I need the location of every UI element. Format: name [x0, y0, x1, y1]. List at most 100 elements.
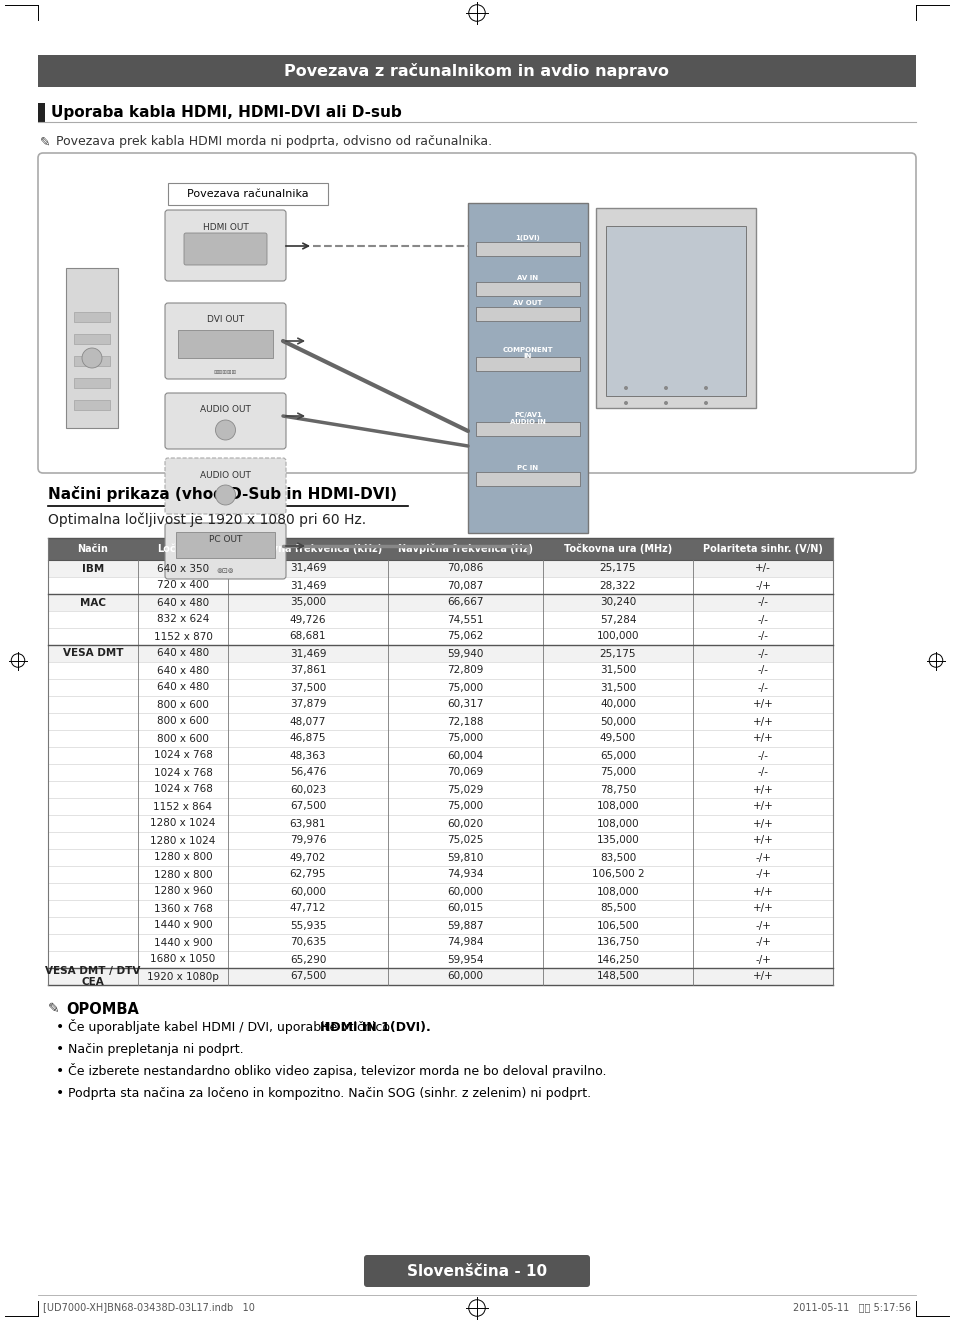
Text: 135,000: 135,000: [596, 835, 639, 845]
Text: +/+: +/+: [752, 835, 773, 845]
Text: •: •: [56, 1042, 64, 1055]
Bar: [476, 357, 579, 371]
Text: 60,000: 60,000: [290, 886, 326, 897]
Bar: [48, 798, 832, 815]
Circle shape: [623, 386, 627, 390]
Text: PC OUT: PC OUT: [209, 535, 242, 544]
Text: AV OUT: AV OUT: [513, 300, 542, 306]
Text: +/+: +/+: [752, 785, 773, 794]
Text: ✎: ✎: [48, 1003, 59, 1016]
Text: 37,500: 37,500: [290, 683, 326, 692]
Text: AUDIO OUT: AUDIO OUT: [200, 406, 251, 415]
Bar: [48, 867, 832, 882]
Text: 35,000: 35,000: [290, 597, 326, 608]
Text: 60,023: 60,023: [290, 785, 326, 794]
Text: +/-: +/-: [754, 564, 770, 573]
Bar: [48, 627, 832, 645]
Bar: [476, 242, 579, 256]
Text: PC IN: PC IN: [517, 465, 538, 472]
Text: Navpična frekvenca (Hz): Navpična frekvenca (Hz): [397, 544, 533, 555]
Text: Vodoravna frekvenca (kHz): Vodoravna frekvenca (kHz): [233, 544, 382, 553]
Text: OPOMBA: OPOMBA: [66, 1001, 139, 1016]
Text: 1920 x 1080p: 1920 x 1080p: [147, 971, 218, 982]
Text: ⊚⊡⊚: ⊚⊡⊚: [216, 568, 234, 575]
Text: 106,500: 106,500: [596, 921, 639, 930]
Text: Povezava z računalnikom in avdio napravo: Povezava z računalnikom in avdio napravo: [284, 63, 669, 79]
Text: 1680 x 1050: 1680 x 1050: [151, 955, 215, 964]
Text: 46,875: 46,875: [290, 733, 326, 744]
Text: 75,000: 75,000: [447, 802, 483, 811]
Bar: [48, 538, 832, 560]
Text: •: •: [56, 1086, 64, 1100]
Text: 75,000: 75,000: [447, 683, 483, 692]
Text: 800 x 600: 800 x 600: [157, 716, 209, 727]
Bar: [48, 731, 832, 746]
Bar: [605, 226, 745, 396]
Circle shape: [663, 386, 667, 390]
Text: 60,000: 60,000: [447, 971, 483, 982]
Text: 83,500: 83,500: [599, 852, 636, 863]
Circle shape: [663, 402, 667, 406]
Text: -/+: -/+: [754, 921, 770, 930]
Text: 75,000: 75,000: [447, 733, 483, 744]
Bar: [48, 764, 832, 781]
Text: 75,029: 75,029: [447, 785, 483, 794]
Text: 57,284: 57,284: [599, 614, 636, 625]
Text: 1360 x 768: 1360 x 768: [153, 904, 213, 914]
Bar: [48, 815, 832, 832]
Text: 37,861: 37,861: [290, 666, 326, 675]
Text: 1280 x 1024: 1280 x 1024: [151, 835, 215, 845]
Bar: [48, 832, 832, 849]
Text: 1440 x 900: 1440 x 900: [153, 921, 213, 930]
Text: -/-: -/-: [757, 750, 768, 761]
Text: -/+: -/+: [754, 955, 770, 964]
Text: 1152 x 870: 1152 x 870: [153, 631, 213, 642]
Text: 59,887: 59,887: [447, 921, 483, 930]
Text: -/+: -/+: [754, 852, 770, 863]
Bar: [38, 55, 915, 87]
Text: 47,712: 47,712: [290, 904, 326, 914]
Text: 75,062: 75,062: [447, 631, 483, 642]
Text: 1024 x 768: 1024 x 768: [153, 785, 213, 794]
Text: 1(DVI): 1(DVI): [515, 235, 539, 240]
Text: Povezava računalnika: Povezava računalnika: [187, 189, 309, 199]
Text: Podprta sta načina za ločeno in kompozitno. Način SOG (sinhr. z zelenim) ni podp: Podprta sta načina za ločeno in kompozit…: [68, 1086, 591, 1099]
Text: 108,000: 108,000: [596, 886, 639, 897]
Text: Povezava prek kabla HDMI morda ni podprta, odvisno od računalnika.: Povezava prek kabla HDMI morda ni podprt…: [56, 136, 492, 148]
Bar: [74, 378, 110, 388]
FancyBboxPatch shape: [165, 303, 286, 379]
Text: COMPONENT
IN: COMPONENT IN: [502, 346, 553, 359]
Text: AV IN: AV IN: [517, 275, 538, 281]
FancyBboxPatch shape: [165, 523, 286, 579]
Text: 48,077: 48,077: [290, 716, 326, 727]
Text: DVI OUT: DVI OUT: [207, 316, 244, 325]
Text: +/+: +/+: [752, 700, 773, 709]
Circle shape: [82, 347, 102, 369]
Bar: [48, 849, 832, 867]
Text: Načini prikaza (vhod D-Sub in HDMI-DVI): Načini prikaza (vhod D-Sub in HDMI-DVI): [48, 486, 396, 502]
Text: 70,087: 70,087: [447, 580, 483, 590]
Text: 60,317: 60,317: [447, 700, 483, 709]
Text: +/+: +/+: [752, 819, 773, 828]
Text: 108,000: 108,000: [596, 802, 639, 811]
Text: 75,025: 75,025: [447, 835, 483, 845]
Bar: [74, 400, 110, 410]
Text: Način prepletanja ni podprt.: Način prepletanja ni podprt.: [68, 1042, 243, 1055]
Text: Način: Način: [77, 544, 109, 553]
Text: 720 x 400: 720 x 400: [157, 580, 209, 590]
Bar: [48, 900, 832, 917]
Text: 67,500: 67,500: [290, 971, 326, 982]
Text: 60,015: 60,015: [447, 904, 483, 914]
Text: 640 x 480: 640 x 480: [157, 683, 209, 692]
Bar: [48, 713, 832, 731]
Bar: [48, 696, 832, 713]
Bar: [48, 560, 832, 577]
Text: 74,984: 74,984: [447, 938, 483, 947]
Text: 108,000: 108,000: [596, 819, 639, 828]
Text: 28,322: 28,322: [599, 580, 636, 590]
Bar: [48, 746, 832, 764]
Text: Točkovna ura (MHz): Točkovna ura (MHz): [563, 544, 672, 555]
Bar: [48, 882, 832, 900]
Bar: [38, 103, 45, 123]
Text: 800 x 600: 800 x 600: [157, 733, 209, 744]
